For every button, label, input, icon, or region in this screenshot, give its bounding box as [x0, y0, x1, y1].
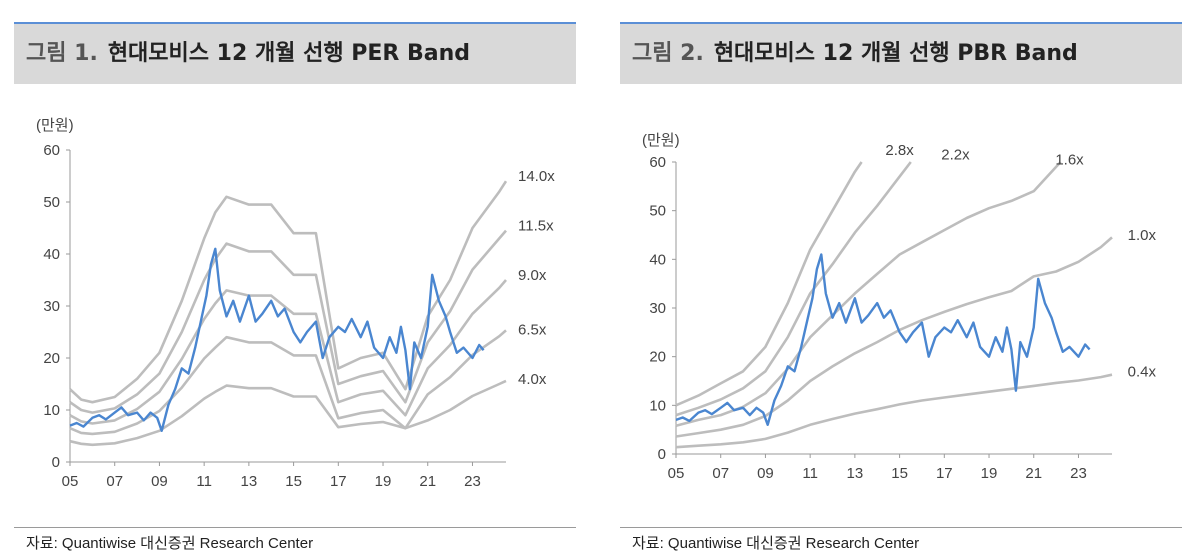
source-note: 자료: Quantiwise 대신증권 Research Center [632, 535, 920, 552]
band-label-6.5x: 6.5x [518, 321, 547, 338]
figure-label: 그림 2. [632, 41, 704, 66]
band-line-0.4x [675, 373, 1113, 449]
band-label-2.2x: 2.2x [941, 147, 970, 164]
x-tick-label: 07 [712, 465, 729, 482]
band-label-0.4x: 0.4x [1128, 363, 1157, 380]
band-label-2.8x: 2.8x [885, 142, 914, 159]
figure-title: 현대모비스 12 개월 선행 PBR Band [713, 41, 1078, 66]
figure-title-bar: 그림 1. 현대모비스 12 개월 선행 PER Band [14, 24, 576, 84]
price-line [675, 253, 1091, 426]
x-tick-label: 15 [285, 473, 302, 490]
per-band-chart: (만원) 0 10 20 30 40 50 60 05 07 09 11 13 15 17 19 21 23 14.… [36, 117, 555, 490]
y-tick-label: 10 [43, 402, 60, 419]
y-tick-label: 0 [52, 454, 60, 471]
y-tick-label: 20 [43, 350, 60, 367]
x-tick-label: 21 [1025, 465, 1042, 482]
band-label-1.0x: 1.0x [1128, 227, 1157, 244]
pbr-band-chart: (만원) 0 10 20 30 40 50 60 05 07 09 11 13 15 17 19 21 23 2.8… [642, 132, 1157, 482]
band-label-11.5x: 11.5x [518, 217, 554, 234]
band-line-6.5x [69, 329, 507, 436]
band-label-14.0x: 14.0x [518, 168, 555, 185]
x-tick-label: 05 [62, 473, 79, 490]
band-line-2.2x [675, 161, 912, 417]
price-line [69, 247, 485, 432]
x-tick-label: 15 [891, 465, 908, 482]
y-tick-label: 10 [649, 397, 666, 414]
per-band-panel: 그림 1. 현대모비스 12 개월 선행 PER Band (만원) 0 10 20 30… [14, 0, 576, 560]
y-tick-label: 30 [649, 300, 666, 317]
pbr-band-panel: 그림 2. 현대모비스 12 개월 선행 PBR Band (만원) 0 10 20 30… [620, 0, 1182, 560]
x-tick-label: 17 [330, 473, 347, 490]
x-tick-label: 13 [241, 473, 258, 490]
top-rule [14, 22, 576, 24]
x-tick-label: 21 [419, 473, 436, 490]
band-line-14.0x [69, 180, 508, 404]
band-label-4.0x: 4.0x [518, 371, 547, 388]
y-tick-label: 0 [658, 446, 666, 463]
y-tick-label: 50 [649, 203, 666, 220]
x-tick-label: 11 [196, 473, 212, 490]
x-tick-label: 19 [981, 465, 998, 482]
x-tick-label: 05 [668, 465, 685, 482]
y-axis-unit-label: (만원) [642, 132, 680, 149]
band-line-4.0x [69, 379, 507, 447]
x-tick-label: 13 [847, 465, 864, 482]
x-tick-label: 19 [375, 473, 392, 490]
bottom-rule [620, 527, 1182, 528]
figure-label: 그림 1. [26, 41, 98, 66]
figure-title: 현대모비스 12 개월 선행 PER Band [107, 41, 471, 66]
x-tick-label: 23 [464, 473, 481, 490]
source-note: 자료: Quantiwise 대신증권 Research Center [26, 535, 314, 552]
x-tick-label: 07 [106, 473, 123, 490]
x-tick-label: 11 [802, 465, 818, 482]
y-tick-label: 60 [43, 142, 60, 159]
band-line-9.0x [69, 279, 507, 425]
figure-title-bar: 그림 2. 현대모비스 12 개월 선행 PBR Band [620, 24, 1182, 84]
top-rule [620, 22, 1182, 24]
x-tick-label: 09 [757, 465, 774, 482]
band-label-9.0x: 9.0x [518, 267, 547, 284]
y-tick-label: 40 [43, 246, 60, 263]
y-axis-unit-label: (만원) [36, 117, 74, 134]
y-tick-label: 40 [649, 251, 666, 268]
y-tick-label: 50 [43, 194, 60, 211]
x-tick-label: 23 [1070, 465, 1087, 482]
y-tick-label: 60 [649, 154, 666, 171]
x-tick-label: 17 [936, 465, 953, 482]
x-tick-label: 09 [151, 473, 168, 490]
band-label-1.6x: 1.6x [1055, 152, 1084, 169]
y-tick-label: 30 [43, 298, 60, 315]
y-tick-label: 20 [649, 349, 666, 366]
band-line-2.8x [675, 161, 863, 407]
bottom-rule [14, 527, 576, 528]
band-line-11.5x [69, 229, 507, 414]
